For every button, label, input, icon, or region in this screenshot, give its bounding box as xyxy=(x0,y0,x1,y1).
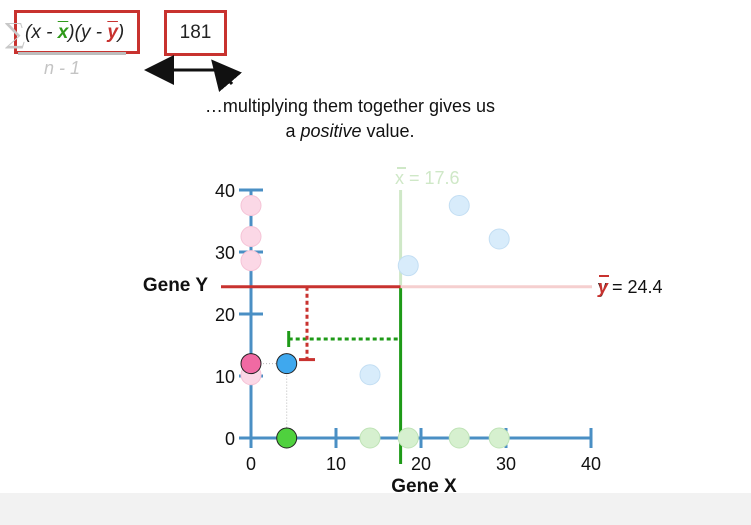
x-tick-label: 0 xyxy=(246,454,256,474)
data-point xyxy=(359,364,381,386)
caption-line-1: …multiplying them together gives us xyxy=(204,96,496,116)
numerator-close: ) xyxy=(117,22,125,43)
y-tick-label: 0 xyxy=(225,429,235,449)
y-projection-point xyxy=(240,226,262,247)
y-axis-title: Gene Y xyxy=(143,275,208,296)
y-tick-label: 40 xyxy=(215,181,235,201)
x-tick-label: 40 xyxy=(581,454,601,474)
caption-line-2: a positive value. xyxy=(150,119,550,144)
data-point xyxy=(397,255,419,277)
caption-prefix: a xyxy=(285,121,301,141)
x-projection-point-highlight xyxy=(276,427,298,449)
footer-strip xyxy=(0,493,751,525)
y-projection-point-highlight xyxy=(240,353,262,375)
caption-suffix: value. xyxy=(361,121,415,141)
caption-emphasis: positive xyxy=(300,121,362,141)
fraction-line xyxy=(18,52,126,55)
x-tick-label: 10 xyxy=(326,454,346,474)
x-projection-point xyxy=(448,427,470,449)
caption: …multiplying them together gives us a po… xyxy=(150,94,550,144)
formula-numerator: (x - x)(y - y) xyxy=(25,22,124,44)
numerator-part-x: (x - xyxy=(25,22,58,43)
data-point-highlight xyxy=(276,353,298,375)
formula-denominator: n - 1 xyxy=(44,58,81,78)
x-tick-label: 20 xyxy=(411,454,431,474)
y-tick-label: 20 xyxy=(215,305,235,325)
arrow-to-value xyxy=(211,59,242,93)
x-projection-point xyxy=(359,427,381,449)
numerator-part-y: )(y - xyxy=(68,22,108,43)
x-bar-symbol: x xyxy=(57,22,69,43)
x-projection-point xyxy=(488,427,510,449)
data-point xyxy=(448,195,470,216)
mean-y-symbol: y xyxy=(597,277,609,297)
x-axis-title: Gene X xyxy=(391,476,457,497)
mean-x-label: x = 17.6 xyxy=(395,168,460,188)
mean-y-label: y = 24.4 xyxy=(598,277,663,297)
data-point xyxy=(488,228,510,250)
y-tick-label: 30 xyxy=(215,243,235,263)
y-tick-label: 10 xyxy=(215,367,235,387)
x-tick-label: 30 xyxy=(496,454,516,474)
y-projection-point xyxy=(240,250,262,272)
y-projection-point xyxy=(240,195,262,216)
sigma-symbol: ∑ xyxy=(5,17,25,50)
x-projection-point xyxy=(397,427,419,449)
covariance-value-box: 181 xyxy=(164,10,227,56)
y-bar-symbol: y xyxy=(107,22,118,43)
